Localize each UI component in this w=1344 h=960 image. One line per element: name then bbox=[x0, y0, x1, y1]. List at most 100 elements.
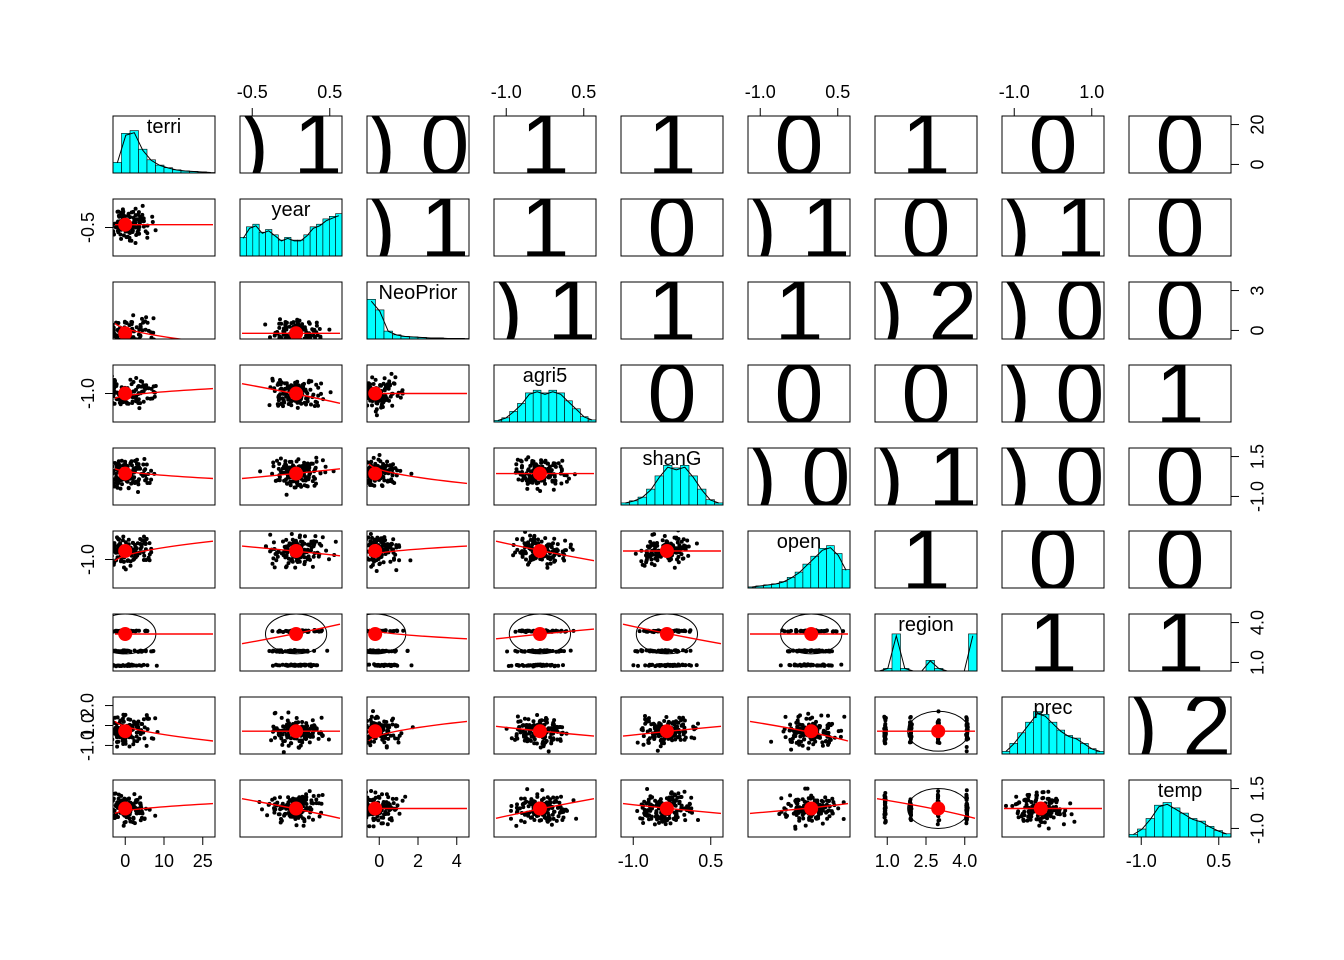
panel-r4-c8: 0 bbox=[1128, 447, 1232, 506]
scatter-point bbox=[348, 401, 352, 405]
scatter-point bbox=[514, 462, 519, 467]
scatter-point bbox=[652, 543, 656, 548]
scatter-point bbox=[115, 209, 120, 214]
scatter-point bbox=[669, 790, 674, 795]
scatter-point bbox=[145, 396, 150, 401]
scatter-point bbox=[381, 548, 386, 553]
mean-point bbox=[659, 801, 674, 816]
scatter-point bbox=[113, 484, 117, 489]
scatter-point bbox=[303, 534, 307, 539]
mean-point bbox=[118, 724, 133, 739]
scatter-point bbox=[553, 663, 558, 668]
density-curve bbox=[497, 391, 593, 421]
correlation-text: 1 bbox=[521, 95, 570, 194]
scatter-point bbox=[409, 471, 414, 476]
scatter-point bbox=[105, 803, 109, 807]
scatter-point bbox=[360, 389, 364, 393]
scatter-point bbox=[368, 483, 373, 487]
scatter-point bbox=[358, 393, 362, 397]
panel-r3-c4: 0 bbox=[620, 364, 724, 423]
panel-r7-c0 bbox=[104, 696, 216, 755]
scatter-point bbox=[137, 336, 142, 339]
panel-frame bbox=[874, 115, 978, 174]
panel-r7-c2 bbox=[362, 696, 470, 755]
scatter-point bbox=[303, 478, 308, 483]
scatter-point bbox=[356, 406, 360, 410]
panel-frame bbox=[1001, 364, 1105, 423]
scatter-point bbox=[383, 538, 388, 543]
scatter-point bbox=[263, 322, 268, 327]
scatter-point bbox=[132, 395, 137, 400]
scatter-point bbox=[108, 732, 112, 736]
scatter-point bbox=[528, 463, 533, 468]
scatter-point bbox=[358, 543, 362, 547]
scatter-point bbox=[141, 399, 146, 404]
scatter-point bbox=[98, 544, 102, 548]
scatter-point bbox=[147, 552, 152, 557]
scatter-point bbox=[359, 649, 363, 653]
scatter-point bbox=[641, 821, 646, 825]
correlation-text: 0 bbox=[775, 344, 824, 443]
panel-frame bbox=[620, 281, 724, 340]
scatter-point bbox=[135, 553, 140, 558]
scatter-point bbox=[356, 543, 360, 547]
scatter-point bbox=[397, 811, 402, 816]
scatter-point bbox=[306, 320, 311, 325]
scatter-point bbox=[285, 718, 290, 723]
scatter-point bbox=[820, 743, 825, 748]
scatter-point bbox=[276, 343, 280, 347]
panel-r0-c4: 1 bbox=[620, 115, 724, 174]
scatter-point bbox=[536, 537, 540, 542]
scatter-point bbox=[108, 730, 112, 734]
scatter-point bbox=[363, 799, 367, 803]
scatter-point bbox=[657, 722, 662, 727]
scatter-point bbox=[144, 315, 149, 320]
scatter-point bbox=[836, 729, 841, 734]
scatter-point bbox=[509, 736, 514, 741]
scatter-point bbox=[362, 730, 366, 734]
scatter-point bbox=[355, 799, 359, 803]
scatter-point bbox=[271, 648, 275, 653]
panel-frame bbox=[366, 613, 470, 672]
scatter-point bbox=[109, 337, 113, 341]
scatter-point bbox=[300, 464, 305, 469]
scatter-point bbox=[377, 453, 382, 457]
panel-frame bbox=[239, 447, 343, 506]
loess-fit bbox=[114, 540, 214, 562]
scatter-point bbox=[106, 385, 110, 389]
variable-label: open bbox=[777, 531, 822, 553]
scatter-point bbox=[560, 458, 565, 463]
scatter-point bbox=[526, 467, 531, 472]
scatter-point bbox=[268, 532, 273, 537]
scatter-point bbox=[108, 629, 112, 633]
scatter-point bbox=[525, 486, 530, 491]
panel-frame bbox=[112, 613, 216, 672]
scatter-point bbox=[552, 474, 557, 479]
scatter-point bbox=[142, 725, 147, 730]
scatter-point bbox=[825, 726, 830, 731]
mean-point bbox=[532, 466, 547, 481]
scatter-point bbox=[109, 477, 113, 481]
scatter-point bbox=[377, 721, 382, 726]
scatter-point bbox=[113, 464, 115, 469]
scatter-point bbox=[154, 663, 159, 668]
histogram-bar bbox=[113, 162, 122, 173]
scatter-point bbox=[150, 214, 155, 219]
scatter-point bbox=[660, 818, 665, 823]
scatter-point bbox=[396, 740, 401, 745]
scatter-point bbox=[150, 220, 155, 224]
scatter-point bbox=[540, 557, 544, 562]
scatter-point bbox=[556, 814, 561, 819]
scatter-point bbox=[274, 726, 279, 731]
scatter-point bbox=[358, 795, 362, 799]
mean-point bbox=[368, 801, 383, 816]
scatter-point bbox=[153, 716, 158, 721]
scatter-point bbox=[382, 394, 387, 399]
scatter-point bbox=[125, 814, 130, 819]
scatter-point bbox=[667, 558, 672, 562]
scatter-point bbox=[362, 649, 366, 653]
panel-frame bbox=[112, 115, 216, 174]
scatter-point bbox=[819, 663, 824, 668]
scatter-point bbox=[106, 726, 110, 730]
scatter-point bbox=[104, 727, 108, 731]
